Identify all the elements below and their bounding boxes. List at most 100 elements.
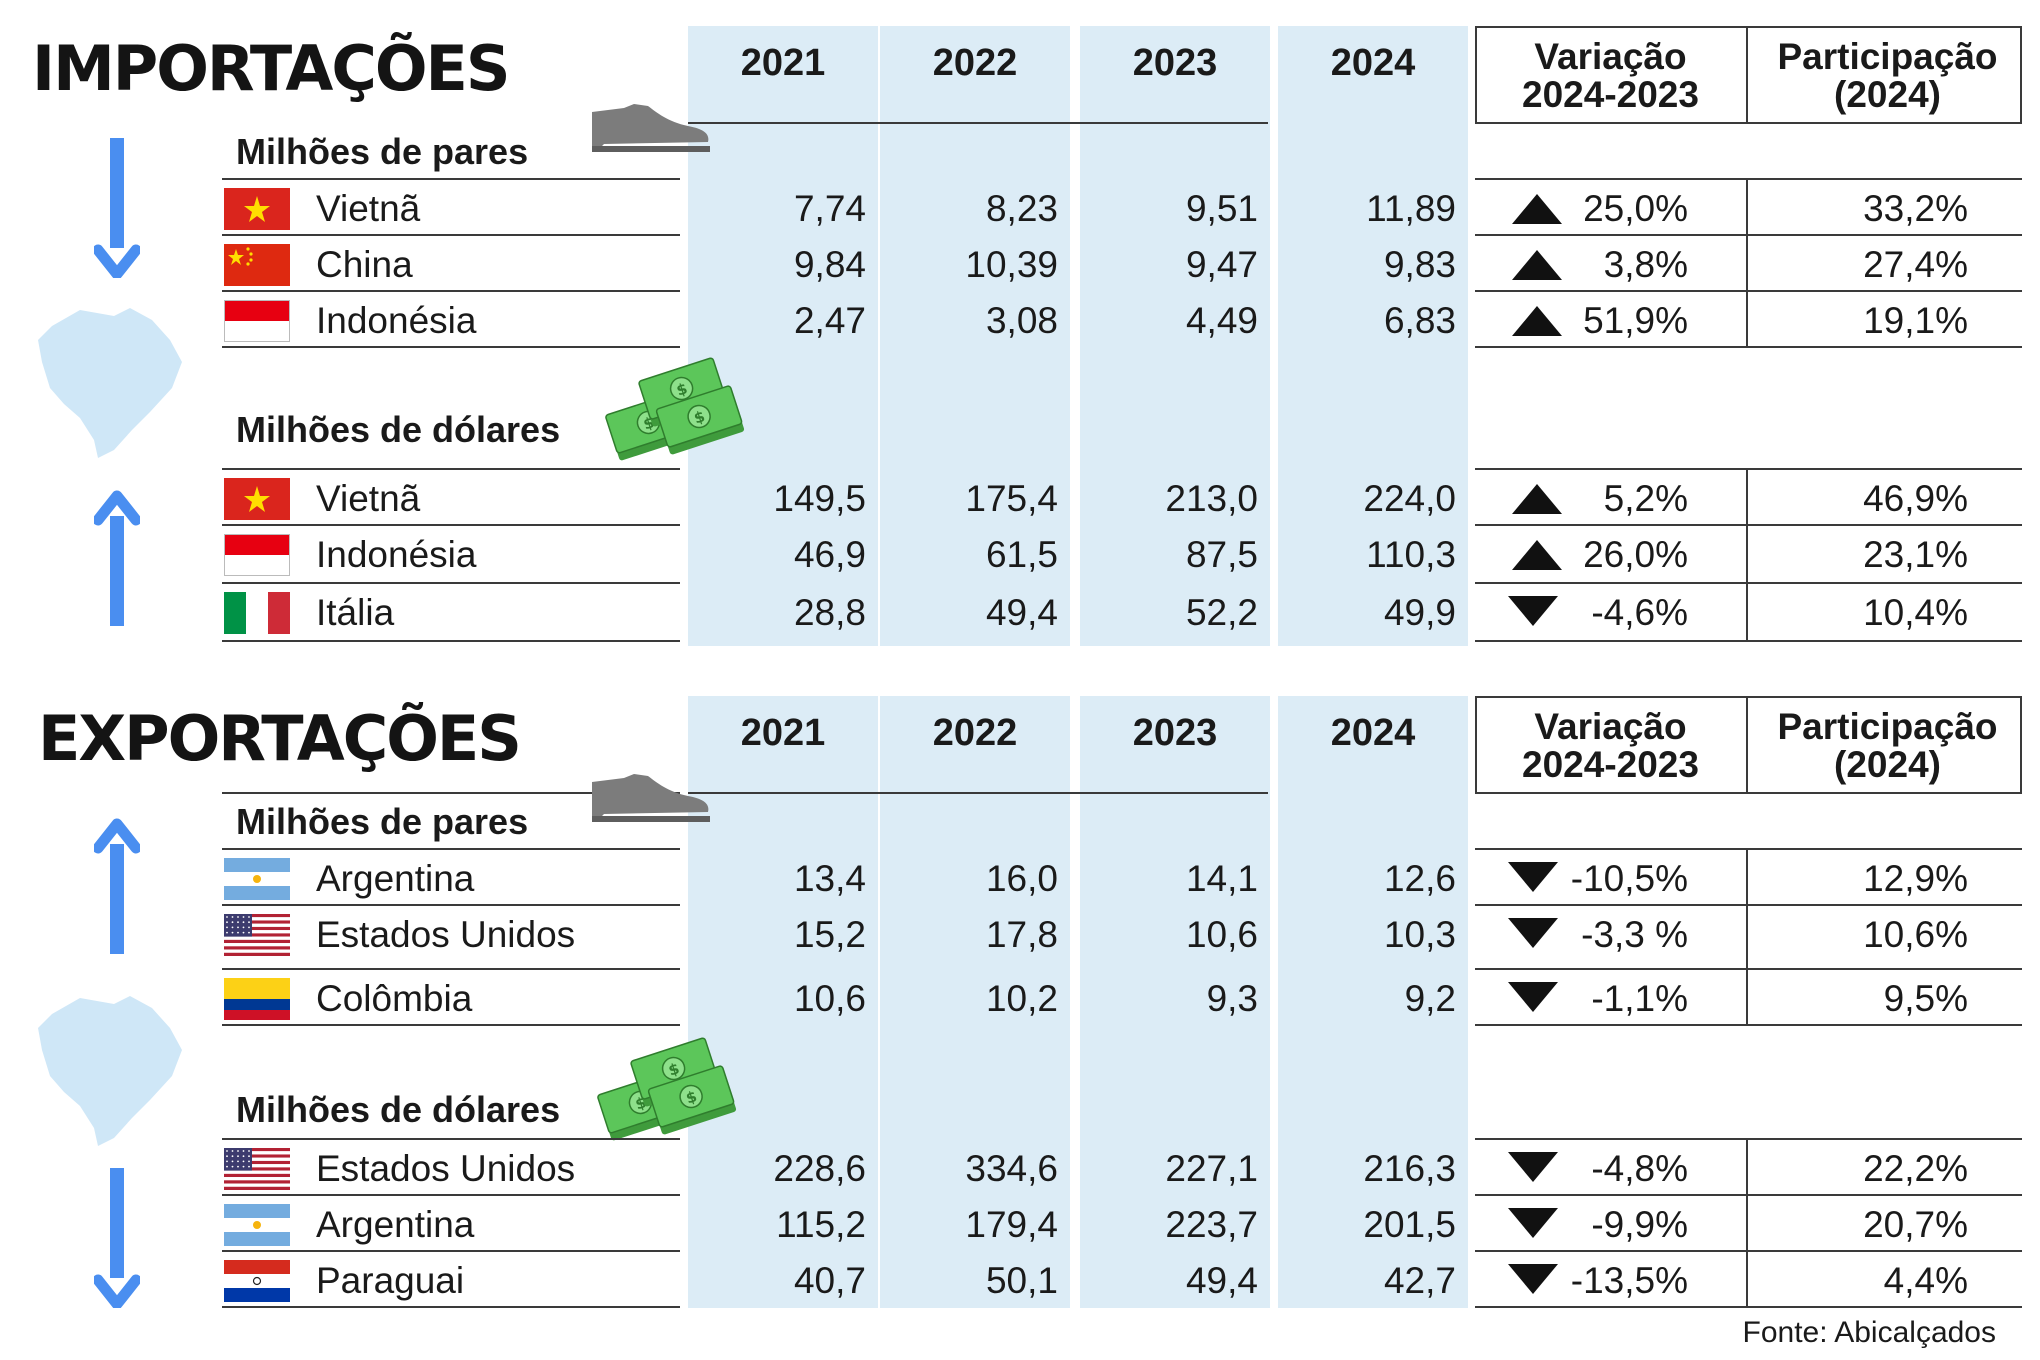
money-icon: $ $ $ — [596, 352, 786, 462]
value-cell: 50,1 — [985, 1260, 1058, 1301]
vietnam-flag-icon — [224, 478, 290, 520]
value-cell: 13,4 — [793, 858, 866, 899]
row-divider — [1475, 1306, 2022, 1308]
value-cell: 49,9 — [1383, 592, 1456, 633]
argentina-flag-icon — [224, 1204, 290, 1246]
value-cell: 40,7 — [793, 1260, 866, 1301]
shoe-icon — [584, 98, 714, 156]
year-header: 2024 — [1330, 42, 1416, 84]
row-divider — [1475, 346, 2022, 348]
value-cell: 9,83 — [1383, 244, 1456, 285]
row-divider — [222, 524, 680, 526]
year-header: 2023 — [1132, 712, 1218, 754]
share-value: 23,1% — [1863, 534, 1968, 575]
share-header: Participação — [1777, 36, 1998, 77]
share-value: 9,5% — [1883, 978, 1968, 1019]
row-divider — [222, 640, 680, 642]
value-cell: 201,5 — [1363, 1204, 1456, 1245]
share-value: 12,9% — [1863, 858, 1968, 899]
value-cell: 7,74 — [793, 188, 866, 229]
unit-label-pairs: Milhões de pares — [236, 131, 529, 172]
italy-flag-icon — [224, 592, 290, 634]
header-border — [1475, 122, 2022, 124]
value-cell: 49,4 — [1185, 1260, 1258, 1301]
country-name: Argentina — [316, 1204, 475, 1245]
variation-value: 25,0% — [1583, 188, 1688, 229]
share-header: Participação — [1777, 706, 1998, 747]
share-value: 46,9% — [1863, 478, 1968, 519]
column-divider — [1746, 848, 1748, 1024]
variation-header: Variação — [1534, 36, 1687, 77]
value-cell: 8,23 — [985, 188, 1058, 229]
row-divider — [222, 234, 680, 236]
variation-value: 3,8% — [1603, 244, 1688, 285]
variation-value: -1,1% — [1591, 978, 1688, 1019]
country-name: Colômbia — [316, 978, 473, 1019]
share-value: 10,6% — [1863, 914, 1968, 955]
trend-up-icon — [1512, 306, 1562, 336]
header-border — [1475, 696, 2022, 698]
year-column-bg — [1278, 696, 1468, 1308]
row-divider — [222, 290, 680, 292]
variation-value: -4,6% — [1591, 592, 1688, 633]
year-header: 2021 — [740, 712, 826, 754]
year-header: 2022 — [932, 712, 1018, 754]
header-divider — [1475, 696, 1477, 792]
year-column-bg — [880, 26, 1070, 646]
trend-down-icon — [1508, 1208, 1558, 1238]
value-cell: 179,4 — [965, 1204, 1058, 1245]
unit-label-dollars: Milhões de dólares — [236, 409, 561, 450]
shoe-icon — [584, 768, 714, 826]
country-name: Indonésia — [316, 300, 477, 341]
row-divider — [222, 968, 680, 970]
header-border — [222, 792, 680, 794]
unit-label-pairs: Milhões de pares — [236, 801, 529, 842]
header-divider — [1475, 26, 1477, 122]
source-credit: Fonte: Abicalçados — [1742, 1316, 1997, 1349]
vietnam-flag-icon — [224, 188, 290, 230]
value-cell: 10,6 — [1185, 914, 1258, 955]
header-border — [1475, 26, 2022, 28]
row-divider — [1475, 968, 2022, 970]
year-column-bg — [880, 696, 1070, 1308]
row-divider — [1475, 904, 2022, 906]
header-border — [688, 122, 1268, 124]
row-divider — [1475, 582, 2022, 584]
value-cell: 3,08 — [985, 300, 1058, 341]
share-value: 20,7% — [1863, 1204, 1968, 1245]
value-cell: 49,4 — [985, 592, 1058, 633]
share-value: 10,4% — [1863, 592, 1968, 633]
row-divider — [222, 468, 680, 470]
value-cell: 110,3 — [1366, 534, 1456, 575]
year-header: 2024 — [1330, 712, 1416, 754]
value-cell: 42,7 — [1383, 1260, 1456, 1301]
row-divider — [1475, 1024, 2022, 1026]
country-name: Paraguai — [316, 1260, 465, 1301]
row-divider — [1475, 468, 2022, 470]
row-divider — [1475, 290, 2022, 292]
header-divider — [2020, 696, 2022, 792]
year-header: 2021 — [740, 42, 826, 84]
header-divider — [1746, 696, 1748, 792]
row-divider — [222, 848, 680, 850]
value-cell: 216,3 — [1363, 1148, 1456, 1189]
value-cell: 61,5 — [985, 534, 1058, 575]
share-value: 27,4% — [1863, 244, 1968, 285]
row-divider — [222, 178, 680, 180]
row-divider — [1475, 1138, 2022, 1140]
value-cell: 10,6 — [793, 978, 866, 1019]
row-divider — [1475, 524, 2022, 526]
value-cell: 115,2 — [776, 1204, 866, 1245]
variation-value: -13,5% — [1570, 1260, 1688, 1301]
row-divider — [222, 582, 680, 584]
variation-value: -10,5% — [1570, 858, 1688, 899]
brazil-map-icon — [32, 988, 192, 1153]
argentina-flag-icon — [224, 858, 290, 900]
row-divider — [222, 1138, 680, 1140]
row-divider — [222, 904, 680, 906]
row-divider — [1475, 848, 2022, 850]
row-divider — [1475, 1194, 2022, 1196]
value-cell: 9,84 — [793, 244, 866, 285]
value-cell: 9,47 — [1185, 244, 1258, 285]
header-border — [688, 792, 1268, 794]
